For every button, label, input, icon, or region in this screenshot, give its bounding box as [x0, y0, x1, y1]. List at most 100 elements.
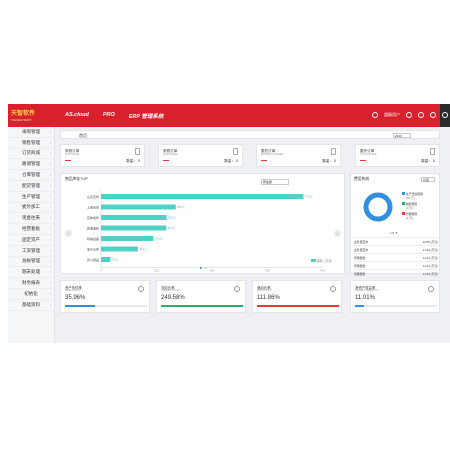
sidebar-item-mall[interactable]: 订货商城 › — [8, 149, 54, 160]
nav-pro[interactable]: PRO — [102, 112, 115, 118]
legend-swatch — [311, 259, 316, 262]
kpi-subtitle: CURRENT RATIO — [161, 289, 181, 292]
sidebar-item-label: 财务报表 — [22, 280, 40, 286]
sidebar-item-production[interactable]: 生产管理 › — [8, 192, 54, 203]
document-icon — [135, 148, 140, 155]
expense-row: 管理费用 11.14 (万元) — [354, 253, 438, 261]
message-icon[interactable] — [430, 112, 436, 118]
legend-label: 管理费用 — [406, 212, 418, 216]
help-icon[interactable] — [418, 112, 424, 118]
sidebar-item-dashboard[interactable]: 经营看板 › — [8, 224, 54, 235]
bar — [101, 194, 304, 199]
kpi-progress — [65, 305, 147, 307]
settings-icon[interactable] — [406, 112, 412, 118]
sidebar-item-sales[interactable]: 销售管理 › — [8, 138, 54, 149]
inventory-chart-panel: 物品库存TOP 按金额 0 200 400 600 800 山东天智 77.5万 上海天智 28… — [60, 173, 345, 274]
stat-value: 数量： 0 — [126, 159, 140, 163]
kpi-subtitle: ASSET RATIO — [65, 289, 81, 292]
sidebar-item-reports[interactable]: 财务报表 › — [8, 278, 54, 289]
bar — [101, 246, 138, 252]
stat-subtitle: ENTRUST ORDER — [261, 153, 284, 156]
legend-pager[interactable]: 1/3 ▼ — [390, 231, 398, 235]
category-label: 山东天智 — [87, 194, 99, 199]
donut-ring — [363, 192, 393, 222]
expense-row: 业务员回款 21.44 (万元) — [354, 245, 438, 253]
legend-label: 生产经营费用 — [406, 192, 423, 196]
pager-dot — [205, 267, 207, 269]
sidebar-item-ledger[interactable]: 总帐管理 › — [8, 257, 54, 268]
sidebar-item-cash[interactable]: 现金往来 › — [8, 213, 54, 225]
category-label: 办公用品 — [87, 257, 99, 262]
bar — [101, 204, 176, 210]
user-icon[interactable] — [372, 112, 378, 118]
sidebar-item-period-end[interactable]: 期末处理 › — [8, 267, 54, 279]
stat-subtitle: PURCHASE — [163, 153, 178, 156]
kpi-card: 流动比率 CURRENT RATIO 249.58% — [156, 280, 246, 313]
power-icon — [442, 112, 448, 118]
sidebar-item-transfer[interactable]: 路调管理 › — [8, 159, 54, 171]
stat-value: 数量： 0 — [421, 159, 435, 163]
chevron-right-icon: › — [49, 151, 51, 156]
stat-title: 采购订单 — [163, 149, 178, 153]
kpi-card: 资产负债率 ASSET RATIO 35.96% — [60, 280, 150, 313]
stat-subtitle: PURCHASE — [65, 153, 80, 156]
sidebar-item-purchase[interactable]: 采购管理 › — [8, 127, 54, 138]
sidebar-item-label: 初始化 — [24, 290, 38, 296]
chevron-right-icon: › — [49, 270, 51, 275]
sidebar-item-init[interactable]: 初始化 › — [8, 289, 54, 300]
bar-value-label: 77.5万 — [305, 195, 313, 199]
bar-value-label: 3.6万 — [112, 258, 119, 262]
stat-subtitle: OUTSOURCE — [360, 153, 377, 156]
chart-title: 物品库存TOP — [65, 177, 88, 181]
stat-accent — [360, 160, 366, 161]
user-label[interactable]: 超级用户 — [384, 112, 400, 117]
sidebar-item-payroll[interactable]: 工资管理 › — [8, 246, 54, 257]
category-label: 实体零件 — [87, 215, 99, 220]
sidebar-item-warehouse[interactable]: 仓库管理 › — [8, 170, 54, 181]
chevron-left-icon[interactable]: ‹ — [65, 230, 72, 237]
sidebar-item-outsourcing[interactable]: 委外加工 › — [8, 203, 54, 214]
chevron-right-icon: › — [49, 227, 51, 232]
bar — [101, 225, 167, 231]
kpi-value: 111.86% — [257, 295, 280, 301]
category-label: 润滑油料 — [87, 225, 99, 230]
stat-card[interactable]: 采购订单 PURCHASE 数量： 0 — [60, 144, 145, 167]
document-icon — [233, 148, 238, 155]
stat-card[interactable]: 采购订单 PURCHASE 数量： 0 — [158, 144, 243, 167]
power-button[interactable] — [440, 104, 450, 127]
stat-card[interactable]: 委托订单 ENTRUST ORDER 数量： 0 — [256, 144, 341, 167]
category-label: 上海天智 — [87, 204, 99, 209]
nav-erp[interactable]: ERP 管理系统 — [128, 114, 164, 120]
expense-period-select[interactable]: 月度 — [421, 177, 435, 182]
bar-value-label: 28.6万 — [177, 205, 185, 209]
x-tick-label: 800 — [321, 269, 326, 273]
expense-title: 费用构成 — [354, 177, 370, 181]
top-right-tools: 超级用户 — [372, 112, 436, 118]
sidebar-item-label: 仓库管理 — [22, 172, 40, 178]
expense-panel: 费用构成 月度 生产经营费用 (70 万) 税费费用 (0 万) 管理费用 (0 万)… — [350, 173, 440, 276]
sidebar-item-basic-data[interactable]: 基础资料 › — [8, 300, 54, 311]
sidebar-item-label: 经营看板 — [22, 226, 40, 232]
legend-sub: (70 万) — [406, 196, 415, 200]
chevron-right-icon: › — [49, 302, 51, 307]
nav-ascloud[interactable]: AS.cloud — [65, 112, 89, 118]
bar-value-label: 14.1万 — [139, 247, 147, 251]
sidebar-item-label: 总帐管理 — [22, 258, 40, 264]
kpi-subtitle: RETURN ON EQUITY — [355, 289, 379, 292]
bar-value-label: 25.0万 — [168, 226, 176, 230]
chart-sort-select[interactable]: 按金额 — [261, 179, 289, 185]
chevron-right-icon[interactable]: › — [334, 230, 341, 237]
sidebar-item-distribution[interactable]: 配货管理 › — [8, 181, 54, 192]
chevron-right-icon: › — [49, 237, 51, 242]
x-tick-label: 400 — [210, 269, 215, 273]
logo: 天智软件 TIANZHI SOFT — [11, 108, 51, 123]
sidebar-item-assets[interactable]: 固定资产 › — [8, 235, 54, 246]
sidebar-item-label: 基础资料 — [22, 301, 40, 307]
year-select[interactable]: 2019 — [393, 132, 411, 138]
top-bar: 天智软件 TIANZHI SOFT AS.cloud PRO ERP 管理系统 … — [8, 104, 450, 127]
legend-sub: (0 万) — [406, 216, 413, 220]
breadcrumb-home[interactable]: 首页 — [79, 133, 87, 138]
legend-sub: (0 万) — [406, 206, 413, 210]
sidebar-item-label: 现金往来 — [22, 215, 40, 221]
stat-card[interactable]: 委外订单 OUTSOURCE 数量： 0 — [355, 144, 440, 167]
